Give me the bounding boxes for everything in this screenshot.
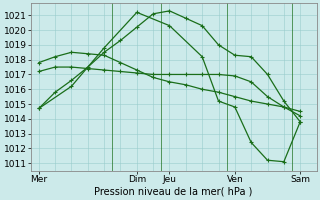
X-axis label: Pression niveau de la mer( hPa ): Pression niveau de la mer( hPa ): [94, 187, 253, 197]
